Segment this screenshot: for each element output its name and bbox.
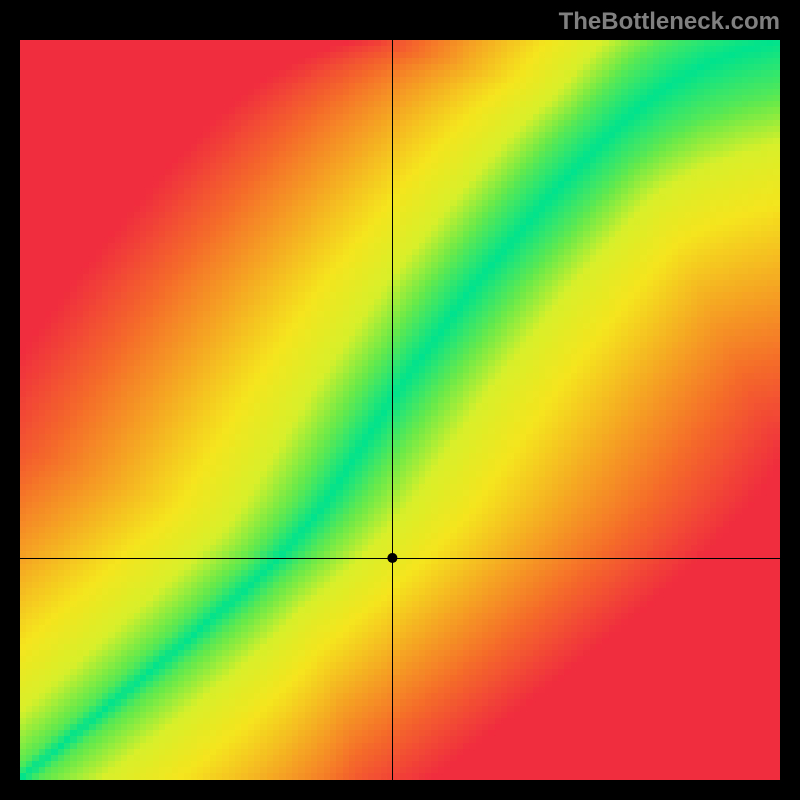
chart-container: TheBottleneck.com — [0, 0, 800, 800]
watermark-text: TheBottleneck.com — [559, 8, 780, 36]
heatmap-canvas — [20, 40, 780, 780]
plot-area — [20, 40, 780, 780]
